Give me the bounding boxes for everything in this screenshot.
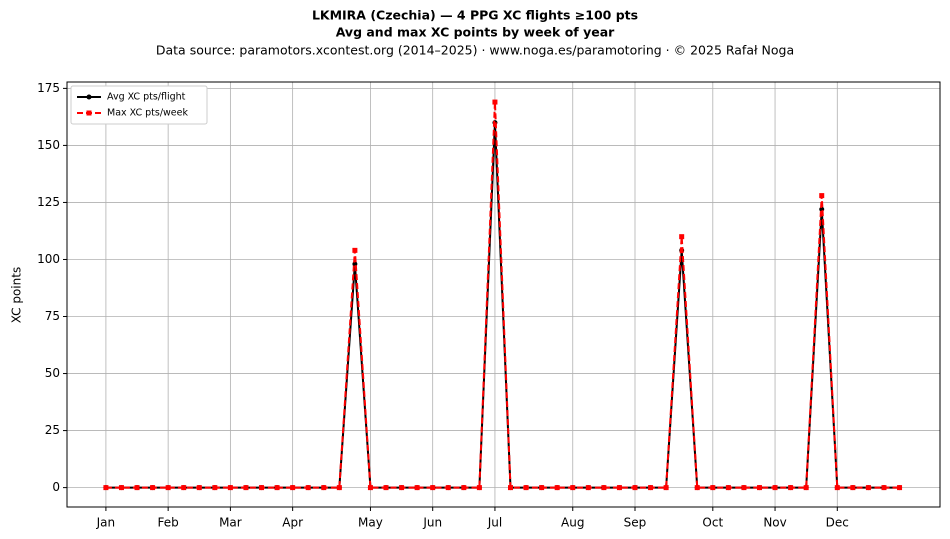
marker bbox=[414, 485, 420, 491]
x-tick-label: Jan bbox=[96, 516, 116, 530]
marker bbox=[663, 485, 669, 491]
marker bbox=[476, 485, 482, 491]
marker bbox=[134, 485, 140, 491]
x-tick-label: Dec bbox=[826, 516, 849, 530]
marker bbox=[850, 485, 856, 491]
x-tick-label: May bbox=[358, 516, 383, 530]
marker bbox=[570, 485, 576, 491]
marker bbox=[710, 485, 716, 491]
chart-title: LKMIRA (Czechia) — 4 PPG XC flights ≥100… bbox=[312, 8, 638, 23]
marker bbox=[694, 485, 700, 491]
y-tick-label: 75 bbox=[45, 309, 60, 323]
x-tick-label: Feb bbox=[158, 516, 179, 530]
legend-marker bbox=[86, 110, 92, 116]
marker bbox=[508, 485, 514, 491]
y-axis-label: XC points bbox=[10, 267, 24, 323]
x-tick-label: Apr bbox=[282, 516, 303, 530]
marker bbox=[585, 485, 591, 491]
marker bbox=[445, 485, 451, 491]
marker bbox=[150, 485, 156, 491]
chart-source: Data source: paramotors.xcontest.org (20… bbox=[156, 43, 794, 58]
marker bbox=[321, 485, 327, 491]
marker bbox=[523, 485, 529, 491]
chart-subtitle: Avg and max XC points by week of year bbox=[336, 25, 615, 40]
y-tick-label: 0 bbox=[52, 480, 60, 494]
marker bbox=[725, 485, 731, 491]
marker bbox=[897, 485, 903, 491]
y-tick-label: 25 bbox=[45, 423, 60, 437]
marker bbox=[352, 247, 358, 253]
marker bbox=[554, 485, 560, 491]
marker bbox=[305, 485, 311, 491]
y-tick-label: 50 bbox=[45, 366, 60, 380]
marker bbox=[772, 485, 778, 491]
marker bbox=[259, 485, 265, 491]
marker bbox=[616, 485, 622, 491]
marker bbox=[243, 485, 249, 491]
marker bbox=[196, 485, 202, 491]
marker bbox=[632, 485, 638, 491]
legend-label: Avg XC pts/flight bbox=[107, 92, 186, 103]
marker bbox=[648, 485, 654, 491]
marker bbox=[165, 485, 171, 491]
marker bbox=[834, 485, 840, 491]
marker bbox=[865, 485, 871, 491]
marker bbox=[227, 485, 233, 491]
marker bbox=[803, 485, 809, 491]
marker bbox=[399, 485, 405, 491]
marker bbox=[290, 485, 296, 491]
marker bbox=[383, 485, 389, 491]
legend-box bbox=[70, 85, 208, 125]
marker bbox=[881, 485, 887, 491]
marker bbox=[819, 193, 825, 199]
legend-label: Max XC pts/week bbox=[107, 108, 188, 119]
x-tick-label: Mar bbox=[219, 516, 242, 530]
x-tick-label: Aug bbox=[561, 516, 584, 530]
marker bbox=[756, 485, 762, 491]
x-tick-label: Oct bbox=[702, 516, 723, 530]
x-tick-label: Jun bbox=[422, 516, 442, 530]
marker bbox=[539, 485, 545, 491]
legend-marker bbox=[86, 94, 92, 100]
y-tick-label: 175 bbox=[37, 81, 60, 95]
y-tick-label: 125 bbox=[37, 195, 60, 209]
y-tick-label: 100 bbox=[37, 252, 60, 266]
marker bbox=[601, 485, 607, 491]
marker bbox=[461, 485, 467, 491]
x-tick-label: Jul bbox=[487, 516, 502, 530]
x-tick-label: Nov bbox=[763, 516, 786, 530]
marker bbox=[118, 485, 124, 491]
marker bbox=[212, 485, 218, 491]
marker bbox=[430, 485, 436, 491]
marker bbox=[492, 99, 498, 105]
marker bbox=[181, 485, 187, 491]
marker bbox=[741, 485, 747, 491]
x-tick-label: Sep bbox=[624, 516, 647, 530]
series-line bbox=[105, 102, 900, 489]
marker bbox=[274, 485, 280, 491]
marker bbox=[336, 485, 342, 491]
marker bbox=[679, 234, 685, 240]
marker bbox=[788, 485, 794, 491]
plot-frame bbox=[66, 81, 941, 508]
marker bbox=[367, 485, 373, 491]
marker bbox=[103, 485, 109, 491]
y-tick-label: 150 bbox=[37, 138, 60, 152]
